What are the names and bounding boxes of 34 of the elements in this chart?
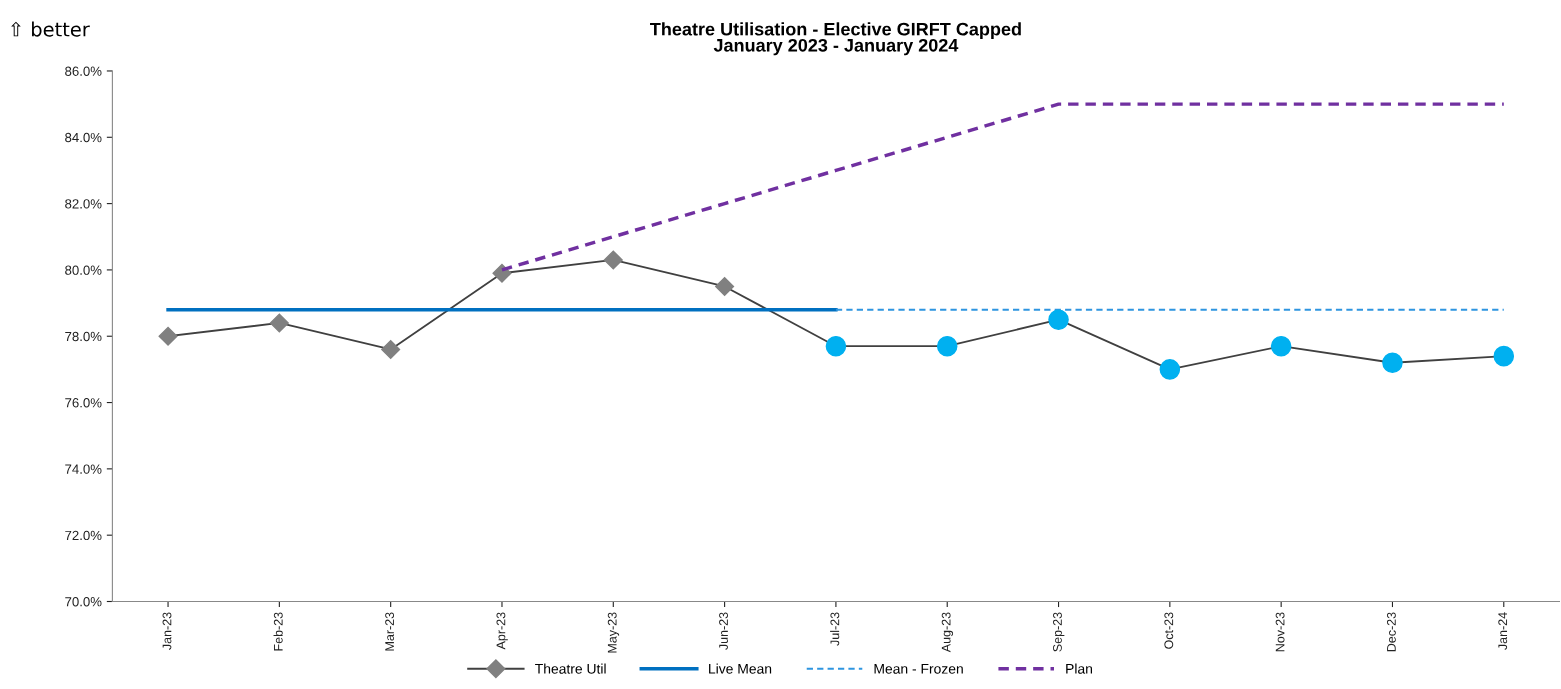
point — [715, 276, 735, 297]
x-tick-label: Aug-23 — [941, 612, 954, 653]
x-tick-label: Nov-23 — [1275, 612, 1285, 652]
text: ⇧ better — [11, 21, 90, 37]
x-tick-label: Oct-23 — [1164, 612, 1174, 649]
y-tick-label: 74.0% — [65, 464, 102, 474]
point — [492, 263, 512, 283]
legend-label: Live Mean — [709, 663, 772, 674]
x-tick-label: Jan-23 — [162, 612, 172, 650]
x-tick-label: Dec-23 — [1386, 612, 1396, 652]
x-tick-label: Mar-23 — [385, 612, 395, 651]
y-tick-label: 86.0% — [65, 66, 102, 76]
legend-label: Theatre Util — [535, 663, 606, 674]
point — [603, 250, 623, 270]
x-tick-label: Jun-23 — [719, 612, 728, 650]
point — [269, 313, 289, 333]
chart-title: Theatre Utilisation - Elective GIRFT Capped January 2023 - January 2024 — [650, 22, 1021, 56]
x-tick-label: Feb-23 — [273, 612, 283, 651]
y-tick-label: 78.0% — [65, 331, 102, 342]
x-tick-label: Sep-23 — [1053, 612, 1065, 652]
y-tick-label: 70.0% — [65, 597, 102, 607]
y-tick-label: 84.0% — [65, 132, 102, 143]
y-tick-label: 82.0% — [65, 199, 102, 209]
legend-label: Plan — [1066, 663, 1092, 674]
y-tick-label: 80.0% — [65, 265, 102, 275]
x-tick-label: May-23 — [607, 612, 620, 653]
legend-label: Mean - Frozen — [874, 664, 963, 674]
y-tick-label: 72.0% — [65, 530, 102, 541]
x-tick-label: Apr-23 — [496, 612, 508, 650]
x-tick-label: Jul-23 — [830, 612, 840, 646]
point — [158, 326, 178, 346]
y-tick-label: 76.0% — [65, 398, 102, 408]
x-tick-label: Jan-24 — [1498, 612, 1508, 650]
point — [381, 339, 401, 360]
